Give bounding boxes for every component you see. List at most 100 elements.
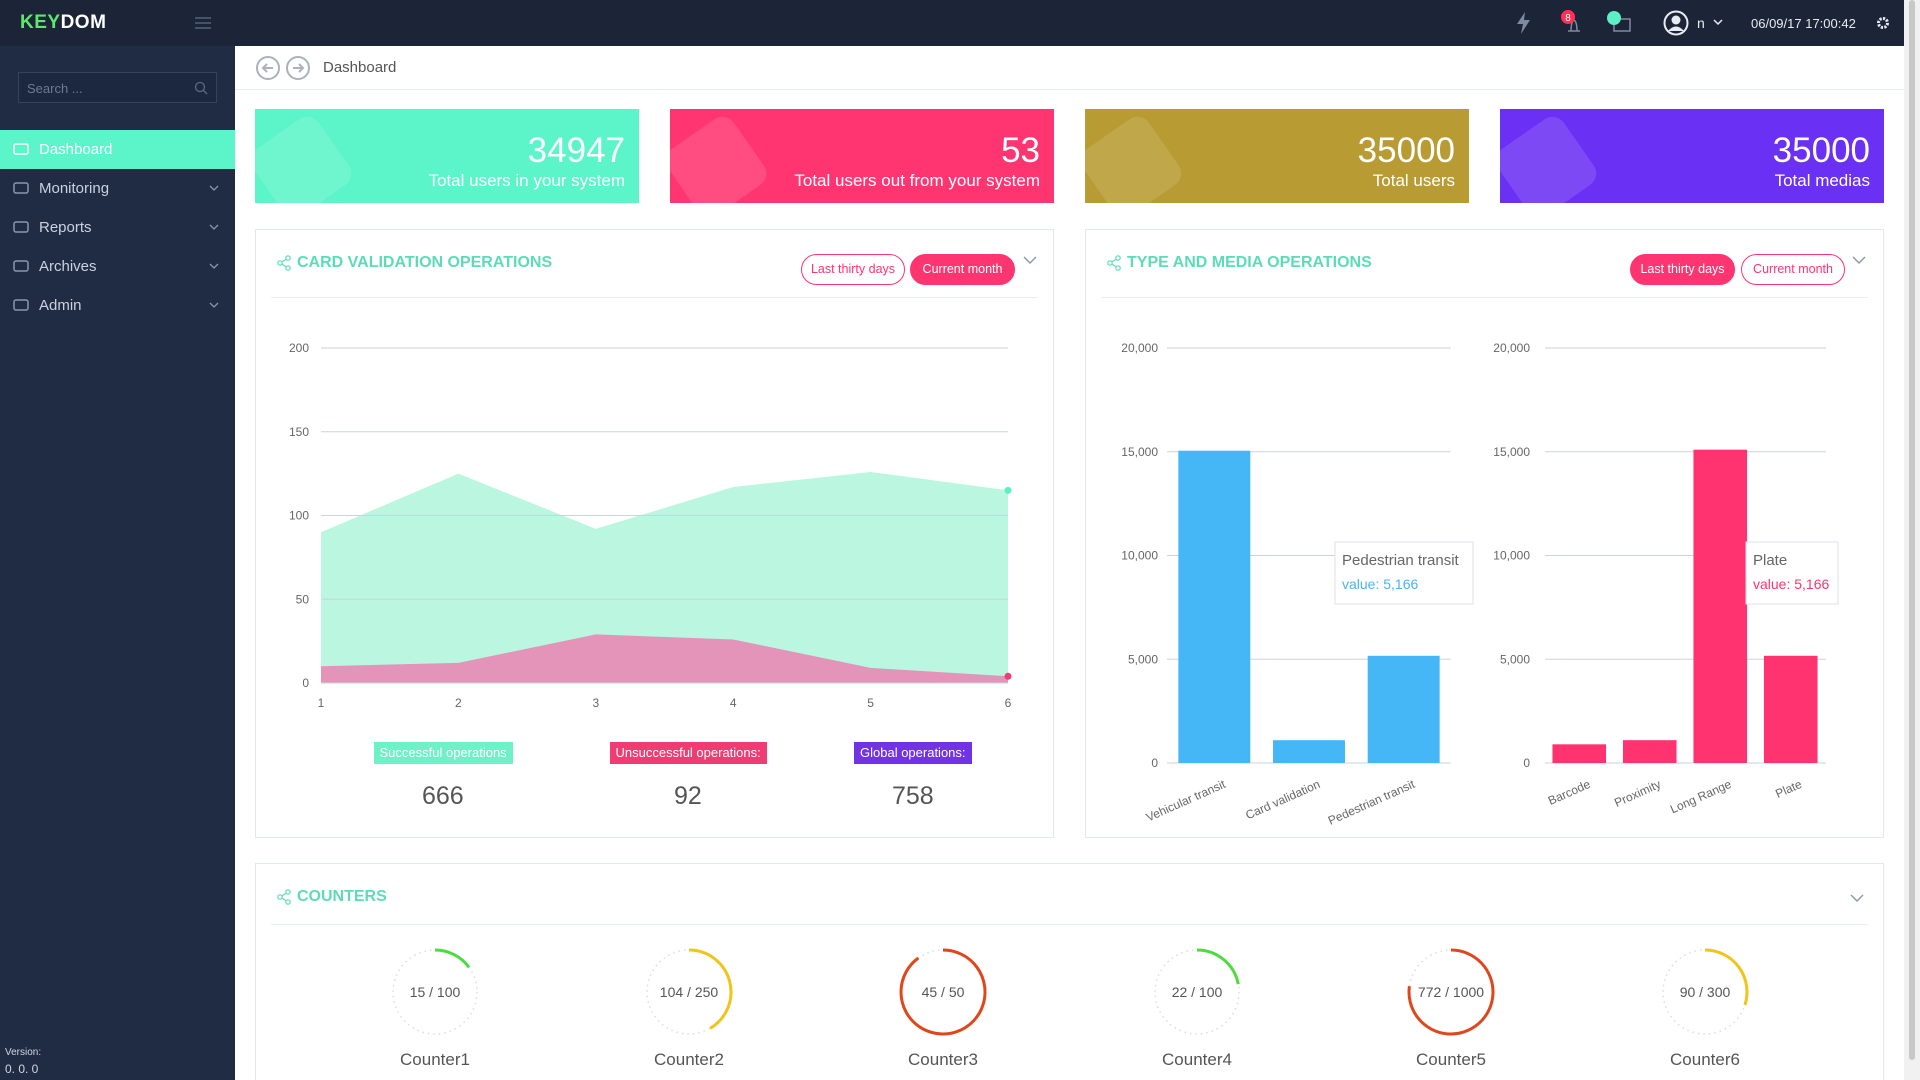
menu-label: Reports <box>39 219 92 236</box>
stat-decor <box>255 111 357 203</box>
menu-item[interactable]: Archives <box>0 247 235 286</box>
stat-value: 34947 <box>527 131 625 170</box>
chevron-shape <box>209 224 219 230</box>
menu-label: Archives <box>39 258 97 275</box>
settings-icon[interactable] <box>1876 16 1890 30</box>
share-node <box>277 260 283 266</box>
chevron-shape <box>209 263 219 269</box>
share-node <box>1107 260 1113 266</box>
summary-label: Successful operations <box>373 742 513 764</box>
share-icon <box>1107 255 1121 271</box>
search-box[interactable]: Search ... <box>18 72 217 103</box>
menu-item[interactable]: Monitoring <box>0 169 235 208</box>
stat-card: 35000 Total medias <box>1500 109 1884 203</box>
chevron-shape <box>1713 19 1723 26</box>
handle <box>203 90 208 95</box>
counters-panel: COUNTERS <box>255 863 1884 1080</box>
menu-label: Monitoring <box>39 180 110 197</box>
badge <box>1561 10 1575 24</box>
share-node <box>285 899 291 905</box>
share-node <box>277 894 283 900</box>
menu-icon <box>13 182 29 194</box>
datetime: 06/09/17 17:00:42 <box>1751 16 1856 31</box>
chevron-shape <box>1023 256 1037 264</box>
menu-icon-shape <box>13 221 29 233</box>
chevron-shape <box>209 302 219 308</box>
share-node <box>285 255 291 261</box>
brand[interactable]: KEYDOM <box>20 12 106 34</box>
menu-chevron <box>209 263 219 269</box>
share-icon <box>277 889 291 905</box>
avatar-head <box>1671 15 1681 25</box>
badge-count: 8 <box>1565 13 1571 24</box>
menu-toggle-lines <box>195 17 211 29</box>
menu-item[interactable]: Admin <box>0 286 235 325</box>
stat-decor <box>1085 111 1187 203</box>
scrollbar[interactable] <box>1904 0 1920 1080</box>
range-button[interactable]: Current month <box>1741 254 1845 285</box>
summary-label: Unsuccessful operations: <box>609 742 767 764</box>
chevron-shape <box>1852 256 1866 264</box>
panel-separator <box>1101 297 1868 298</box>
stat-card: 35000 Total users <box>1085 109 1469 203</box>
search-placeholder: Search ... <box>27 81 83 96</box>
stat-card: 34947 Total users in your system <box>255 109 639 203</box>
collapse-toggle[interactable] <box>1850 894 1864 903</box>
user-chevron[interactable] <box>1713 19 1723 27</box>
share-icon <box>277 255 291 271</box>
panel-title: TYPE AND MEDIA OPERATIONS <box>1127 254 1372 271</box>
menu-icon <box>13 221 29 233</box>
lens <box>194 81 206 93</box>
chevron-shape <box>1850 894 1864 902</box>
forward-arrow <box>293 63 305 73</box>
back-button[interactable] <box>256 56 280 80</box>
stat-label: Total users <box>1372 171 1455 190</box>
monitor-icon[interactable] <box>1606 8 1634 36</box>
scroll-thumb[interactable] <box>1909 0 1915 1060</box>
panel-title: CARD VALIDATION OPERATIONS <box>297 254 553 271</box>
range-button[interactable]: Last thirty days <box>801 254 905 285</box>
range-button[interactable]: Current month <box>910 254 1015 285</box>
summary-value: 666 <box>422 782 464 810</box>
forward-button[interactable] <box>286 56 310 80</box>
share-node <box>285 265 291 271</box>
menu-item[interactable]: Dashboard <box>0 130 235 169</box>
menu-icon-shape <box>13 143 29 155</box>
chevron-shape <box>209 185 219 191</box>
top-bar: KEYDOM 8 n 06/09/17 17:00:42 <box>0 0 1904 46</box>
stat-label: Total medias <box>1774 171 1870 190</box>
avatar-body <box>1668 26 1684 31</box>
menu-icon-shape <box>13 260 29 272</box>
stat-decor <box>670 111 772 203</box>
user-name[interactable]: n <box>1697 15 1705 31</box>
menu-icon-shape <box>13 182 29 194</box>
collapse-toggle[interactable] <box>1023 256 1037 265</box>
gear-shape <box>1877 17 1889 29</box>
search-icon <box>194 81 208 95</box>
menu-toggle[interactable] <box>195 16 211 30</box>
avatar-ring <box>1663 10 1689 36</box>
bolt-icon[interactable] <box>1515 12 1533 34</box>
bell-icon[interactable]: 8 <box>1560 8 1588 36</box>
bolt-shape <box>1517 12 1530 34</box>
type-media-panel: TYPE AND MEDIA OPERATIONS Last thirty da… <box>1085 229 1884 838</box>
menu-label: Dashboard <box>39 141 113 158</box>
share-node <box>1115 265 1121 271</box>
menu-icon-shape <box>13 299 29 311</box>
menu-item[interactable]: Reports <box>0 208 235 247</box>
menu-chevron <box>209 302 219 308</box>
collapse-toggle[interactable] <box>1852 256 1866 265</box>
sidebar: Search ... Version: 0. 0. 0 Dashboard Mon… <box>0 46 235 1080</box>
menu-icon <box>13 260 29 272</box>
back-arrow <box>261 63 273 73</box>
panel-title: COUNTERS <box>297 888 387 905</box>
stat-label: Total users in your system <box>428 171 625 190</box>
summary-value: 758 <box>892 782 934 810</box>
avatar[interactable] <box>1663 10 1691 38</box>
range-button[interactable]: Last thirty days <box>1630 254 1735 285</box>
stat-value: 35000 <box>1772 131 1870 170</box>
brand-key: KEY <box>20 12 61 33</box>
